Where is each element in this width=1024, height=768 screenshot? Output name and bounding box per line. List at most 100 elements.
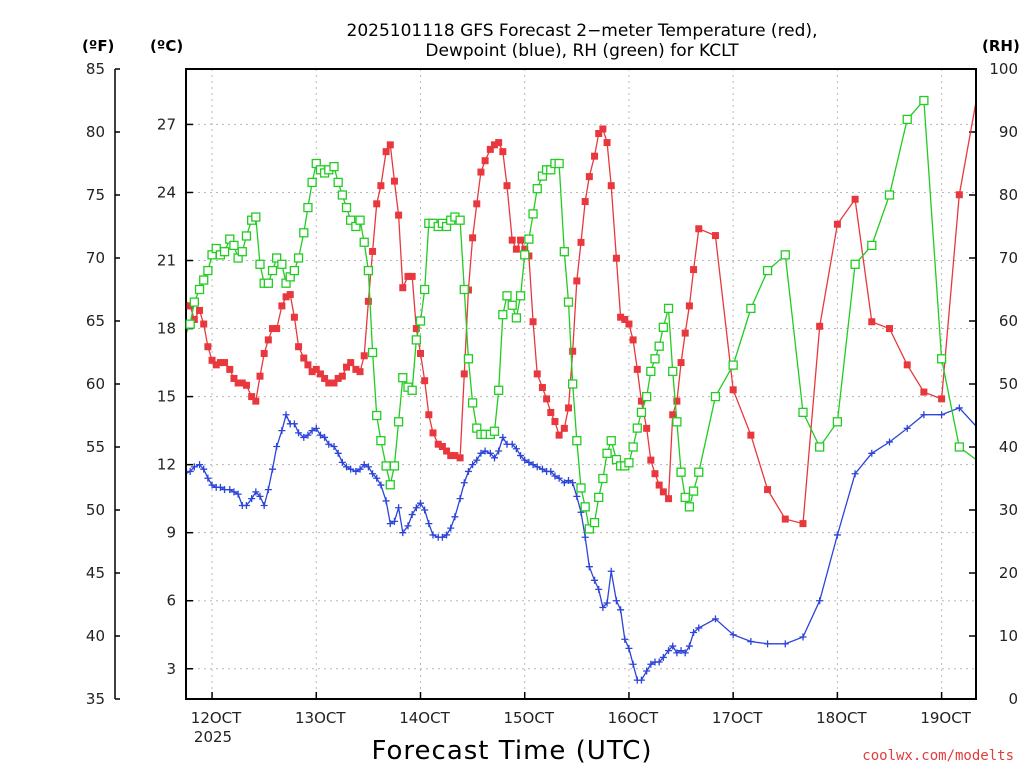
rh-tick-label: 0 — [1008, 690, 1018, 708]
fahrenheit-tick-label: 65 — [86, 312, 105, 330]
2-meter-temperature-point — [833, 220, 841, 228]
x-tick-label: 12OCT — [191, 709, 242, 727]
fahrenheit-tick-label: 85 — [86, 60, 105, 78]
2-meter-temperature-point — [591, 152, 599, 160]
2-meter-temperature-point — [569, 347, 577, 355]
celsius-tick-label: 24 — [157, 183, 176, 201]
rh-point — [219, 247, 230, 257]
2-meter-temperature-point — [304, 361, 312, 369]
rh-point — [489, 426, 500, 436]
dewpoint-point — [655, 658, 663, 666]
gridlines — [186, 69, 976, 699]
rh-axis-unit: (RH) — [982, 37, 1020, 55]
2-meter-temperature-point — [451, 452, 459, 460]
2-meter-temperature-point — [382, 148, 390, 156]
rh-point — [229, 240, 239, 251]
2-meter-temperature-point — [248, 393, 256, 401]
dewpoint-point — [416, 499, 424, 507]
2-meter-temperature-point — [665, 495, 673, 503]
2-meter-temperature-point — [386, 141, 394, 149]
rh-point — [507, 300, 517, 310]
2-meter-temperature-point — [529, 318, 537, 326]
dewpoint-point — [920, 411, 928, 419]
x-tick-label: 16OCT — [608, 709, 659, 727]
dewpoint-point — [747, 638, 755, 646]
dewpoint-point — [495, 447, 503, 455]
rh-point — [954, 442, 964, 452]
rh-point — [632, 423, 642, 433]
dewpoint-point — [343, 463, 351, 471]
2-meter-temperature-point — [434, 440, 442, 448]
2-meter-temperature-point — [473, 200, 481, 208]
2-meter-temperature-point — [490, 141, 498, 149]
2-meter-temperature-point — [369, 247, 377, 255]
dewpoint-point — [612, 597, 620, 605]
rh-tick-label: 10 — [999, 627, 1018, 645]
rh-point — [572, 436, 582, 446]
dewpoint-point — [955, 404, 963, 412]
2-meter-temperature-point — [573, 277, 581, 285]
2-meter-temperature-point — [585, 173, 593, 181]
rh-point — [780, 250, 790, 260]
2-meter-temperature-point — [264, 336, 272, 344]
dewpoint-point — [338, 458, 346, 466]
2-meter-temperature-point — [443, 447, 451, 455]
credit-label: coolwx.com/modelts — [862, 748, 1014, 764]
2-meter-temperature-point — [695, 225, 703, 233]
2-meter-temperature-point — [269, 325, 277, 333]
x-tick-label: 14OCT — [399, 709, 450, 727]
dewpoint-point — [938, 411, 946, 419]
dewpoint-point — [868, 449, 876, 457]
2-meter-temperature-point — [643, 424, 651, 432]
2-meter-temperature-point — [547, 408, 555, 416]
2-meter-temperature-point — [238, 379, 246, 387]
2-meter-temperature-point — [347, 359, 355, 367]
rh-point — [710, 391, 721, 402]
rh-point — [199, 275, 209, 285]
dewpoint-point — [377, 481, 385, 489]
2-meter-temperature-point — [612, 254, 620, 262]
rh-point — [559, 247, 569, 257]
dewpoint-point — [469, 461, 477, 469]
rh-point — [594, 492, 604, 503]
dewpoint-point — [300, 433, 308, 441]
rh-point — [341, 202, 352, 213]
2-meter-temperature-point — [617, 313, 625, 321]
2-meter-temperature-point — [373, 200, 381, 208]
rh-point — [650, 354, 660, 364]
dewpoint-point — [447, 524, 455, 532]
x-axis-label: Forecast Time (UTC) — [371, 736, 652, 766]
dewpoint-point — [290, 420, 298, 428]
dewpoint-point — [564, 477, 572, 485]
rh-point — [407, 385, 417, 395]
rh-point — [498, 310, 508, 320]
2-meter-temperature-point — [295, 343, 303, 351]
rh-point — [237, 247, 247, 257]
dewpoint-point — [799, 633, 807, 641]
rh-point — [680, 492, 690, 503]
rh-point — [606, 436, 616, 446]
2-meter-temperature-point — [508, 236, 516, 244]
dewpoint-point — [429, 531, 437, 539]
2-meter-temperature-point — [190, 315, 198, 323]
fahrenheit-tick-label: 70 — [86, 249, 105, 267]
dewpoint-point — [637, 676, 645, 684]
dewpoint-point — [316, 431, 324, 439]
dewpoint-point — [186, 467, 194, 475]
2-meter-temperature-point — [404, 272, 412, 280]
fahrenheit-tick-label: 50 — [86, 501, 105, 519]
dewpoint-point — [230, 488, 238, 496]
dewpoint-point — [629, 660, 637, 668]
rh-point — [502, 291, 512, 301]
2-meter-temperature-point — [655, 481, 663, 489]
celsius-tick-label: 18 — [157, 320, 176, 338]
2-meter-temperature-point — [938, 395, 946, 403]
dewpoint-point — [196, 461, 204, 469]
x-tick-label: 18OCT — [816, 709, 867, 727]
fahrenheit-axis-unit: (ºF) — [82, 37, 114, 55]
2-meter-temperature-point — [512, 245, 520, 253]
dewpoint-point — [538, 465, 546, 473]
rh-point — [381, 461, 391, 471]
2-meter-temperature-point — [503, 182, 511, 190]
dewpoint-point — [685, 642, 693, 650]
